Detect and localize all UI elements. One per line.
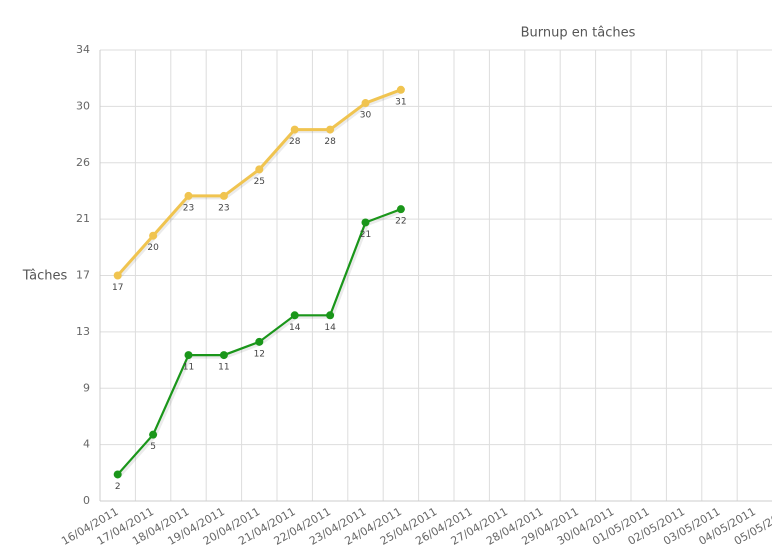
y-tick-label: 21	[76, 212, 90, 225]
point-label: 23	[183, 203, 194, 213]
point-label: 31	[395, 97, 406, 107]
point	[326, 125, 335, 134]
point-label: 11	[218, 363, 229, 373]
point	[149, 430, 158, 439]
point-label: 2	[115, 482, 121, 492]
point-label: 28	[324, 137, 336, 147]
point	[184, 351, 193, 360]
point-label: 25	[254, 177, 265, 187]
y-tick-label: 34	[76, 43, 90, 56]
y-tick-label: 13	[76, 325, 90, 338]
point-label: 23	[218, 203, 229, 213]
y-tick-label: 17	[76, 269, 90, 282]
point-label: 5	[150, 442, 156, 452]
y-tick-label: 26	[76, 156, 90, 169]
point	[290, 311, 299, 320]
point-label: 14	[324, 323, 336, 333]
point-label: 20	[147, 243, 159, 253]
y-tick-label: 0	[83, 494, 90, 507]
point-label: 17	[112, 283, 123, 293]
point	[396, 205, 405, 214]
y-tick-label: 9	[83, 381, 90, 394]
point	[113, 470, 122, 479]
point	[219, 191, 228, 200]
point	[326, 311, 335, 320]
point-label: 22	[395, 217, 406, 227]
chart-title: Burnup en tâches	[521, 26, 636, 41]
point	[184, 191, 193, 200]
point-label: 28	[289, 137, 301, 147]
y-tick-label: 30	[76, 99, 90, 112]
point-label: 30	[360, 111, 372, 121]
point	[361, 99, 370, 108]
point-label: 12	[254, 349, 265, 359]
point	[113, 271, 122, 280]
point	[361, 218, 370, 227]
point-label: 14	[289, 323, 301, 333]
point-label: 11	[183, 363, 194, 373]
point	[255, 337, 264, 346]
y-axis-label: Tâches	[22, 269, 68, 284]
point	[255, 165, 264, 174]
point	[290, 125, 299, 134]
point-label: 21	[360, 230, 371, 240]
point	[396, 85, 405, 94]
point	[149, 231, 158, 240]
point	[219, 351, 228, 360]
y-tick-label: 4	[83, 438, 90, 451]
